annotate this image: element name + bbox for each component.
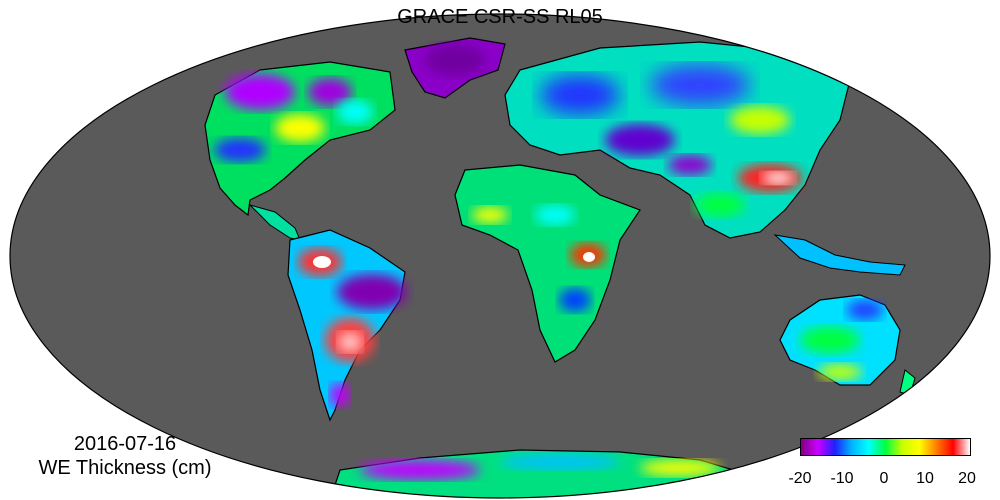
colorbar-tick: 0 bbox=[879, 470, 889, 487]
colorbar bbox=[800, 438, 971, 456]
date-label: 2016-07-16 bbox=[73, 433, 177, 455]
colorbar-tick: 10 bbox=[916, 470, 934, 487]
colorbar-tick: 20 bbox=[958, 470, 976, 487]
southeast-asia-islands bbox=[773, 234, 906, 276]
colorbar-tick: -20 bbox=[788, 470, 812, 487]
globe-outline bbox=[9, 13, 991, 499]
colorbar-tick: -10 bbox=[830, 470, 854, 487]
units-label: WE Thickness (cm) bbox=[38, 457, 212, 479]
map-title: GRACE CSR-SS RL05 bbox=[397, 6, 603, 28]
